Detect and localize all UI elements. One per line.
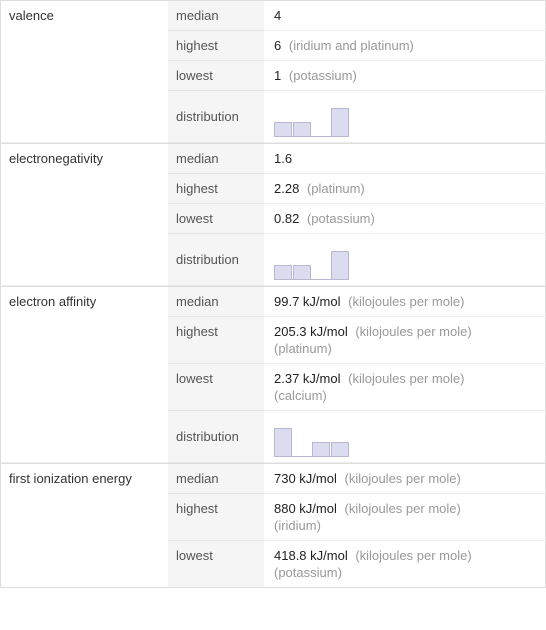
value-cell: 2.28 (platinum) — [264, 174, 546, 204]
value-cell: 205.3 kJ/mol (kilojoules per mole) (plati… — [264, 317, 546, 364]
stat-label: lowest — [168, 364, 264, 411]
histogram-bar — [331, 442, 349, 456]
histogram — [274, 240, 349, 280]
value-note: (kilojoules per mole) — [348, 294, 464, 309]
stat-label: median — [168, 0, 264, 31]
property-name-cell — [0, 91, 168, 143]
value-main: 880 kJ/mol — [274, 501, 337, 516]
value-main: 205.3 kJ/mol — [274, 324, 348, 339]
stat-label: lowest — [168, 204, 264, 234]
value-cell: 418.8 kJ/mol (kilojoules per mole) (potas… — [264, 541, 546, 588]
property-name-cell — [0, 317, 168, 364]
histogram-bar — [312, 442, 330, 456]
stat-label: highest — [168, 31, 264, 61]
value-note: (platinum) — [307, 181, 365, 196]
histogram-bar — [293, 265, 311, 279]
property-name-cell — [0, 174, 168, 204]
property-row: highest2.28 (platinum) — [0, 174, 546, 204]
value-note: (kilojoules per mole) — [348, 371, 464, 386]
stat-label: median — [168, 143, 264, 174]
properties-table: valencemedian4highest6 (iridium and plat… — [0, 0, 546, 588]
value-main: 4 — [274, 8, 281, 23]
histogram-bar — [274, 265, 292, 279]
stat-label: distribution — [168, 411, 264, 463]
histogram-bar — [331, 108, 349, 136]
property-row: electron affinitymedian99.7 kJ/mol (kilo… — [0, 286, 546, 317]
property-row: lowest1 (potassium) — [0, 61, 546, 91]
value-main: 99.7 kJ/mol — [274, 294, 340, 309]
stat-label: median — [168, 463, 264, 494]
distribution-cell — [264, 91, 546, 143]
stat-label: highest — [168, 494, 264, 541]
property-name-cell: valence — [0, 0, 168, 31]
distribution-cell — [264, 234, 546, 286]
value-cell: 1.6 — [264, 143, 546, 174]
value-main: 0.82 — [274, 211, 299, 226]
property-name-cell — [0, 31, 168, 61]
stat-label: median — [168, 286, 264, 317]
property-row: electronegativitymedian 1.6 — [0, 143, 546, 174]
value-cell: 880 kJ/mol (kilojoules per mole) (iridium… — [264, 494, 546, 541]
histogram-bar — [274, 428, 292, 456]
stat-label: highest — [168, 317, 264, 364]
value-note: (potassium) — [307, 211, 375, 226]
property-name-cell: first ionization energy — [0, 463, 168, 494]
property-row: highest 880 kJ/mol (kilojoules per mole) (… — [0, 494, 546, 541]
distribution-row: distribution — [0, 234, 546, 286]
value-cell: 99.7 kJ/mol (kilojoules per mole) — [264, 286, 546, 317]
property-row: first ionization energymedian730 kJ/mol … — [0, 463, 546, 494]
value-main: 2.28 — [274, 181, 299, 196]
histogram — [274, 417, 349, 457]
value-note: (potassium) — [289, 68, 357, 83]
distribution-row: distribution — [0, 91, 546, 143]
property-row: valencemedian 4 — [0, 0, 546, 31]
value-cell: 0.82 (potassium) — [264, 204, 546, 234]
stat-label: distribution — [168, 234, 264, 286]
value-main: 1.6 — [274, 151, 292, 166]
property-name-cell — [0, 61, 168, 91]
property-name-cell — [0, 234, 168, 286]
value-cell: 730 kJ/mol (kilojoules per mole) — [264, 463, 546, 494]
value-note-line2: (calcium) — [274, 388, 535, 403]
value-cell: 1 (potassium) — [264, 61, 546, 91]
value-main: 1 — [274, 68, 281, 83]
property-row: lowest418.8 kJ/mol (kilojoules per mole)… — [0, 541, 546, 588]
value-main: 730 kJ/mol — [274, 471, 337, 486]
value-note: (kilojoules per mole) — [345, 471, 461, 486]
distribution-cell — [264, 411, 546, 463]
property-row: lowest 2.37 kJ/mol (kilojoules per mole) (… — [0, 364, 546, 411]
value-cell: 4 — [264, 0, 546, 31]
property-name-cell: electronegativity — [0, 143, 168, 174]
value-note-line2: (platinum) — [274, 341, 535, 356]
stat-label: distribution — [168, 91, 264, 143]
property-name-cell — [0, 364, 168, 411]
property-row: highest205.3 kJ/mol (kilojoules per mole… — [0, 317, 546, 364]
distribution-row: distribution — [0, 411, 546, 463]
property-name-cell — [0, 411, 168, 463]
property-row: highest6 (iridium and platinum) — [0, 31, 546, 61]
value-main: 418.8 kJ/mol — [274, 548, 348, 563]
stat-label: lowest — [168, 541, 264, 588]
value-note: (iridium and platinum) — [289, 38, 414, 53]
histogram — [274, 97, 349, 137]
histogram-bar — [331, 251, 349, 279]
value-note: (kilojoules per mole) — [355, 548, 471, 563]
histogram-bar — [293, 122, 311, 136]
property-name-cell — [0, 494, 168, 541]
property-name-cell — [0, 204, 168, 234]
stat-label: lowest — [168, 61, 264, 91]
property-row: lowest0.82 (potassium) — [0, 204, 546, 234]
value-main: 2.37 kJ/mol — [274, 371, 340, 386]
value-note: (kilojoules per mole) — [355, 324, 471, 339]
value-note-line2: (iridium) — [274, 518, 535, 533]
property-name-cell: electron affinity — [0, 286, 168, 317]
histogram-bar — [274, 122, 292, 136]
value-main: 6 — [274, 38, 281, 53]
value-cell: 6 (iridium and platinum) — [264, 31, 546, 61]
stat-label: highest — [168, 174, 264, 204]
value-note-line2: (potassium) — [274, 565, 535, 580]
property-name-cell — [0, 541, 168, 588]
value-cell: 2.37 kJ/mol (kilojoules per mole) (calciu… — [264, 364, 546, 411]
value-note: (kilojoules per mole) — [345, 501, 461, 516]
